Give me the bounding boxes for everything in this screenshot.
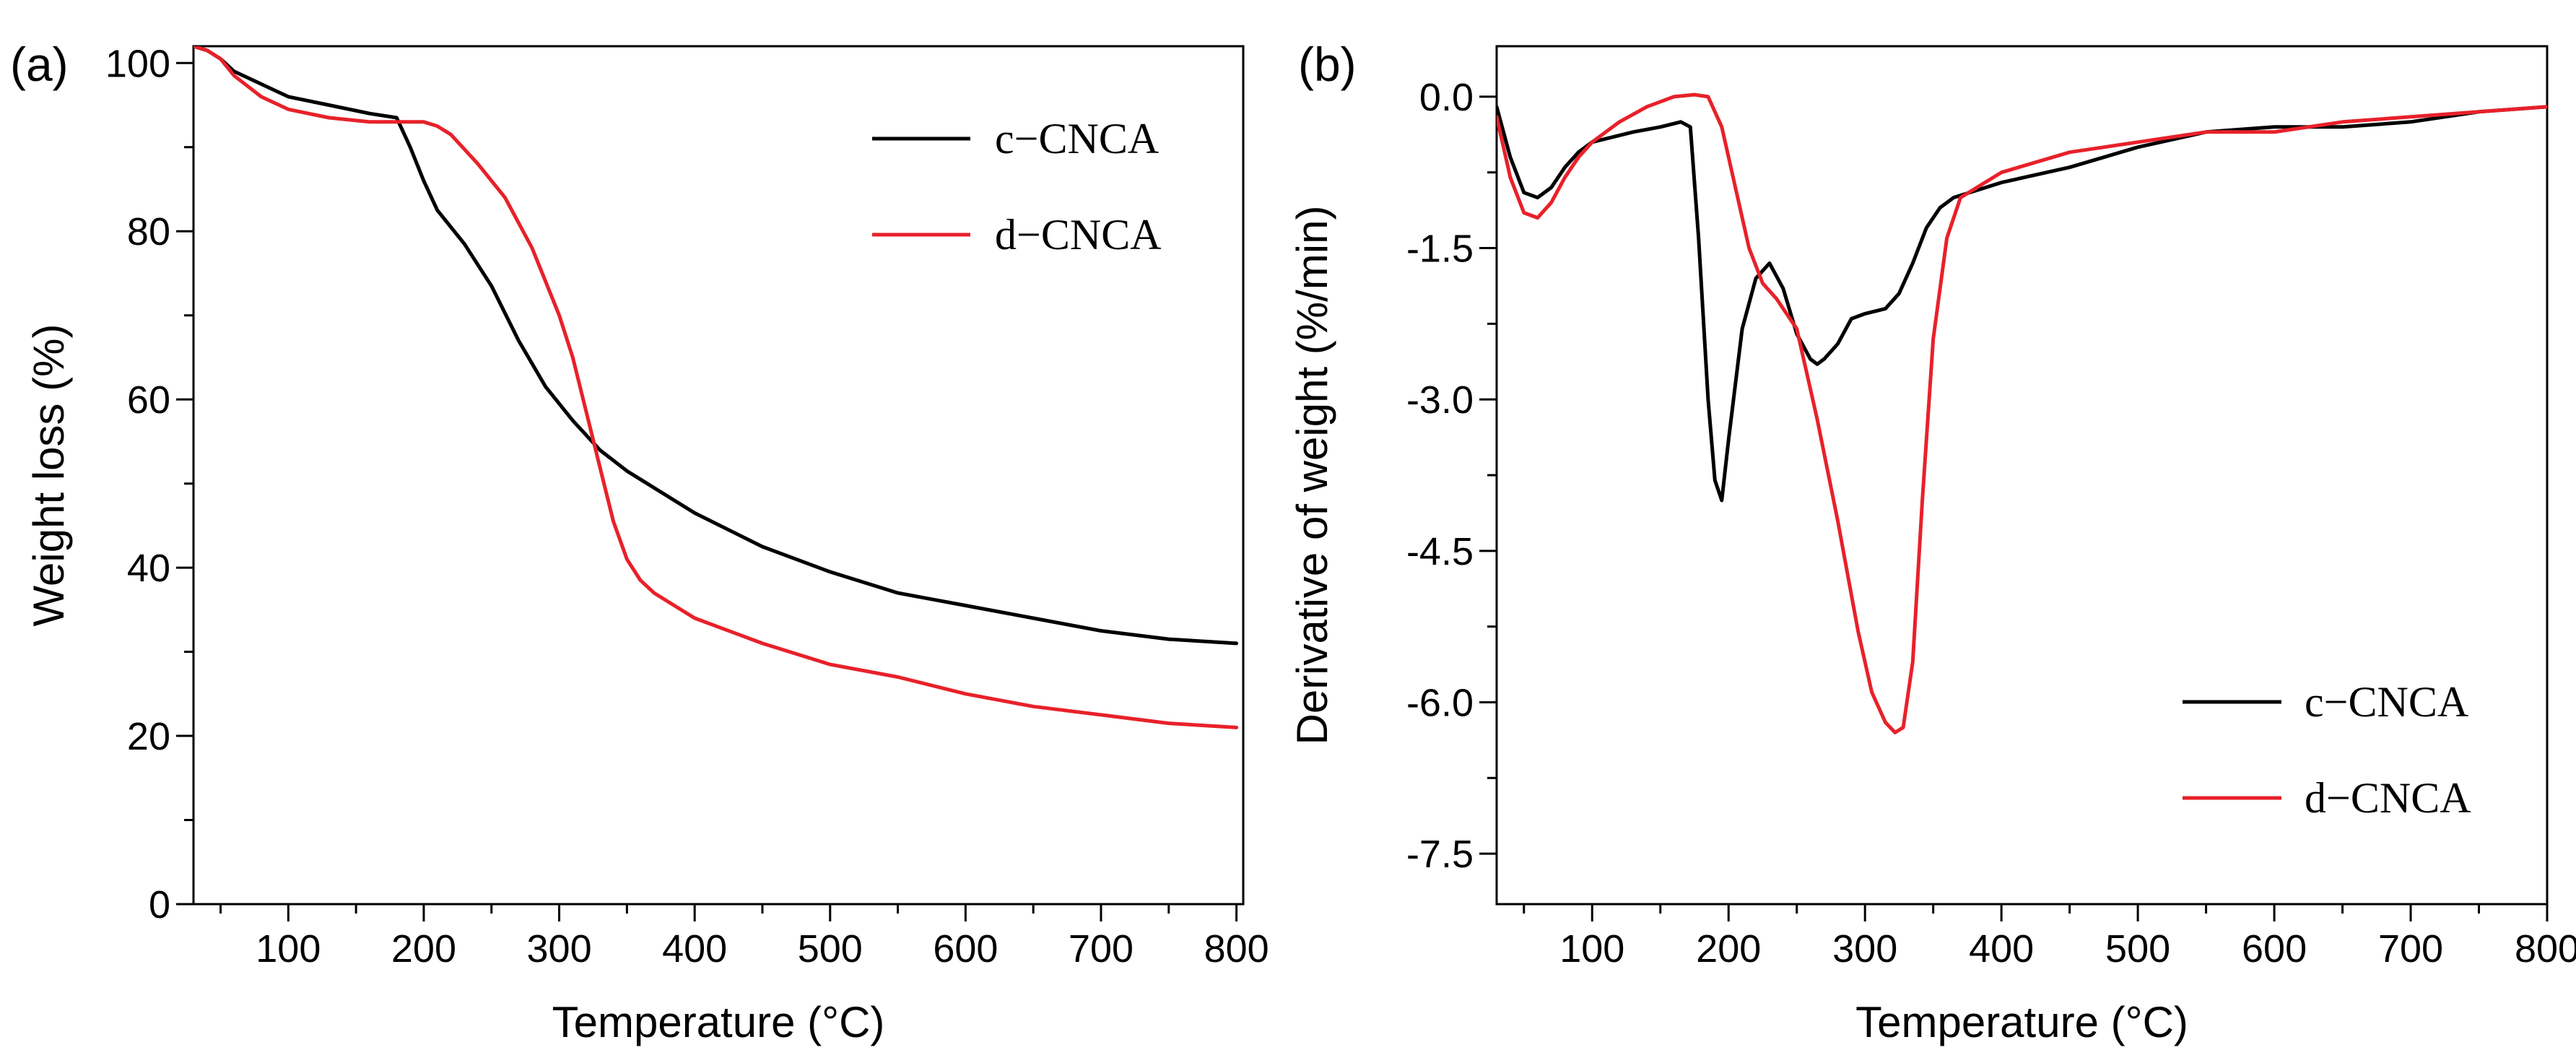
panel-b: (b) 100 200 300 400 500 600 700 800 0.0 -1.5 -3.0 -4… [1288, 38, 2576, 1046]
x-tick-label: 500 [798, 927, 863, 971]
y-tick-label: 20 [127, 715, 170, 758]
y-tick-label: 60 [127, 378, 170, 422]
x-tick-label: 700 [2378, 927, 2443, 971]
panel-a: (a) 100 200 300 400 500 600 700 800 0 20 40 60 80 100 T… [10, 38, 1269, 1046]
y-tick-label: 80 [127, 210, 170, 253]
x-tick-label: 800 [2515, 927, 2576, 971]
x-tick-label: 200 [391, 927, 456, 971]
legend-label-c-cnca: c−CNCA [2305, 678, 2468, 726]
x-axis-title: Temperature (°C) [552, 998, 885, 1046]
panel-label: (b) [1298, 38, 1357, 91]
x-tick-label: 600 [933, 927, 998, 971]
x-tick-label: 400 [1969, 927, 2034, 971]
x-tick-label: 600 [2242, 927, 2307, 971]
y-axis-title: Weight loss (%) [25, 324, 73, 626]
legend: c−CNCA d−CNCA [2183, 678, 2471, 822]
series-line-c-cnca [193, 46, 1239, 646]
x-tick-label: 200 [1696, 927, 1761, 971]
legend-label-d-cnca: d−CNCA [995, 211, 1162, 259]
x-tick-label: 300 [527, 927, 592, 971]
series-group [193, 46, 1239, 729]
x-tick-label: 400 [662, 927, 727, 971]
x-tick-label: 100 [256, 927, 321, 971]
legend-label-d-cnca: d−CNCA [2305, 774, 2471, 822]
panel-label: (a) [10, 38, 69, 91]
x-tick-label: 500 [2105, 927, 2170, 971]
y-tick-label: 100 [105, 42, 170, 85]
series-line-d-cnca [193, 46, 1239, 729]
series-line-d-cnca [1497, 92, 2547, 734]
y-tick-label: -3.0 [1406, 378, 1474, 422]
y-tick-label: 0.0 [1419, 76, 1474, 119]
x-tick-label: 700 [1069, 927, 1133, 971]
y-tick-label: -7.5 [1406, 833, 1474, 876]
y-tick-label: -4.5 [1406, 530, 1474, 573]
y-tick-label: -1.5 [1406, 227, 1474, 271]
series-group [1497, 92, 2547, 734]
legend-label-c-cnca: c−CNCA [995, 115, 1159, 162]
legend: c−CNCA d−CNCA [872, 115, 1162, 259]
plot-frame [192, 45, 1245, 906]
y-tick-label: -6.0 [1406, 681, 1474, 724]
x-axis-title: Temperature (°C) [1855, 998, 2188, 1046]
x-tick-label: 800 [1204, 927, 1269, 971]
x-tick-label: 300 [1832, 927, 1897, 971]
y-tick-label: 0 [149, 883, 170, 927]
x-tick-label: 100 [1559, 927, 1624, 971]
y-tick-label: 40 [127, 547, 170, 590]
y-axis-title: Derivative of weight (%/min) [1288, 206, 1336, 745]
